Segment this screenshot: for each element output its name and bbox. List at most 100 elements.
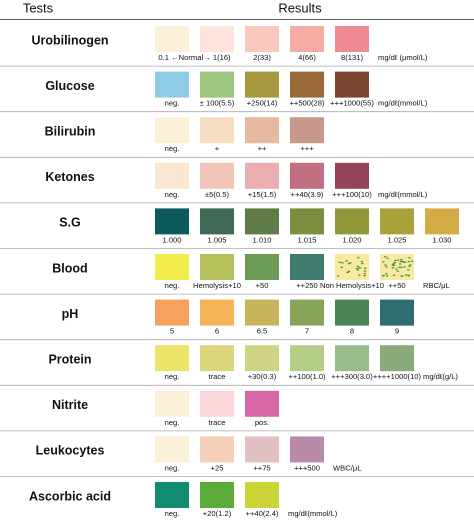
color-swatch [290, 436, 324, 463]
swatch-dot [337, 275, 340, 277]
swatch-label: 6.5 [257, 327, 268, 336]
swatch-label: neg. [165, 99, 180, 108]
swatch-label: ++++1000(10) [373, 372, 422, 381]
color-swatch [155, 117, 189, 144]
color-swatch [245, 26, 279, 52]
header-tests: Tests [23, 0, 54, 15]
swatch-dot [404, 261, 407, 263]
swatch-dot [392, 264, 395, 267]
color-swatch [200, 390, 234, 417]
swatch-dot [382, 261, 385, 263]
swatch-label: neg. [165, 509, 180, 518]
color-swatch [155, 299, 189, 326]
swatch-label: +25 [211, 463, 224, 472]
color-swatch [245, 71, 279, 98]
test-name: Glucose [45, 79, 94, 93]
swatch-dot [408, 265, 411, 267]
swatch-dot [356, 269, 360, 271]
test-name: Protein [48, 352, 91, 366]
swatch-label: neg. [165, 463, 180, 472]
swatch-label: 1.020 [342, 235, 361, 244]
swatch-dot [340, 266, 343, 268]
swatch-label: 4(66) [298, 53, 316, 62]
color-swatch [200, 26, 234, 52]
swatch-label: ±5(0.5) [205, 190, 229, 199]
swatch-label: + [215, 144, 220, 153]
swatch-dot [405, 274, 408, 276]
swatch-dot [345, 260, 348, 262]
range-label: 0.1 ←Normal→ 1(16) [158, 53, 231, 62]
color-swatch [245, 208, 279, 235]
color-swatch [245, 117, 279, 144]
color-swatch [290, 299, 324, 326]
swatch-dot [382, 274, 385, 277]
swatch-label: +20(1.2) [203, 509, 232, 518]
color-swatch [155, 162, 189, 189]
unit-label: mg/dℓ(g/L) [423, 372, 458, 381]
swatch-dot [407, 269, 410, 271]
swatch-dot [407, 260, 410, 263]
swatch-dot [407, 275, 410, 277]
test-name: Ascorbic acid [29, 489, 111, 503]
color-swatch [245, 482, 279, 508]
test-name: Urobilinogen [31, 33, 108, 47]
unit-label: RBC/μL [423, 281, 450, 290]
swatch-dot [346, 271, 349, 273]
color-swatch [200, 208, 234, 235]
swatch-dot [347, 263, 350, 265]
swatch-dot [399, 260, 403, 263]
color-swatch [335, 299, 369, 326]
swatch-label: +15(1.5) [248, 190, 277, 199]
swatch-label: ++50 [388, 281, 405, 290]
swatch-label: +++1000(55) [330, 99, 374, 108]
color-swatch [155, 208, 189, 235]
color-swatch [200, 162, 234, 189]
color-swatch [245, 390, 279, 417]
swatch-dot [391, 264, 394, 266]
swatch-label: neg. [165, 190, 180, 199]
swatch-label: neg. [165, 418, 180, 427]
test-name: Ketones [45, 170, 94, 184]
swatch-label: 8 [350, 327, 354, 336]
swatch-label: +++ [300, 144, 314, 153]
color-swatch [380, 208, 414, 235]
color-swatch [290, 345, 324, 372]
swatch-dot [385, 275, 389, 277]
swatch-label: ++100(1.0) [288, 372, 326, 381]
color-swatch [245, 299, 279, 326]
swatch-dot [363, 272, 366, 275]
swatch-dot [395, 268, 398, 270]
test-name: Blood [52, 261, 87, 275]
swatch-label: 1.010 [252, 235, 271, 244]
swatch-dot [400, 259, 403, 261]
swatch-dot [399, 263, 402, 265]
swatch-dot [386, 257, 389, 259]
color-swatch [335, 71, 369, 98]
color-swatch [200, 254, 234, 280]
color-swatch [380, 299, 414, 326]
unit-label: mg/dℓ(mmol/L) [288, 509, 338, 518]
color-swatch [155, 482, 189, 508]
color-swatch [290, 117, 324, 144]
swatch-label: 1.000 [162, 235, 181, 244]
color-swatch [335, 162, 369, 189]
color-swatch [245, 345, 279, 372]
color-swatch [290, 26, 324, 52]
swatch-dot [364, 267, 367, 269]
swatch-label: ++40(3.9) [291, 190, 324, 199]
swatch-label: Hemolysis+10 [193, 281, 241, 290]
test-name: pH [62, 307, 79, 321]
swatch-dot [355, 268, 358, 270]
color-swatch [425, 208, 459, 235]
test-name: Bilirubin [45, 124, 96, 138]
color-swatch [155, 71, 189, 98]
swatch-dot [384, 256, 387, 258]
swatch-dot [361, 262, 364, 265]
color-swatch [200, 299, 234, 326]
swatch-dot [385, 273, 388, 275]
swatch-dot [398, 266, 401, 268]
color-swatch [335, 208, 369, 235]
swatch-dot [356, 265, 360, 268]
swatch-label: 9 [395, 327, 399, 336]
